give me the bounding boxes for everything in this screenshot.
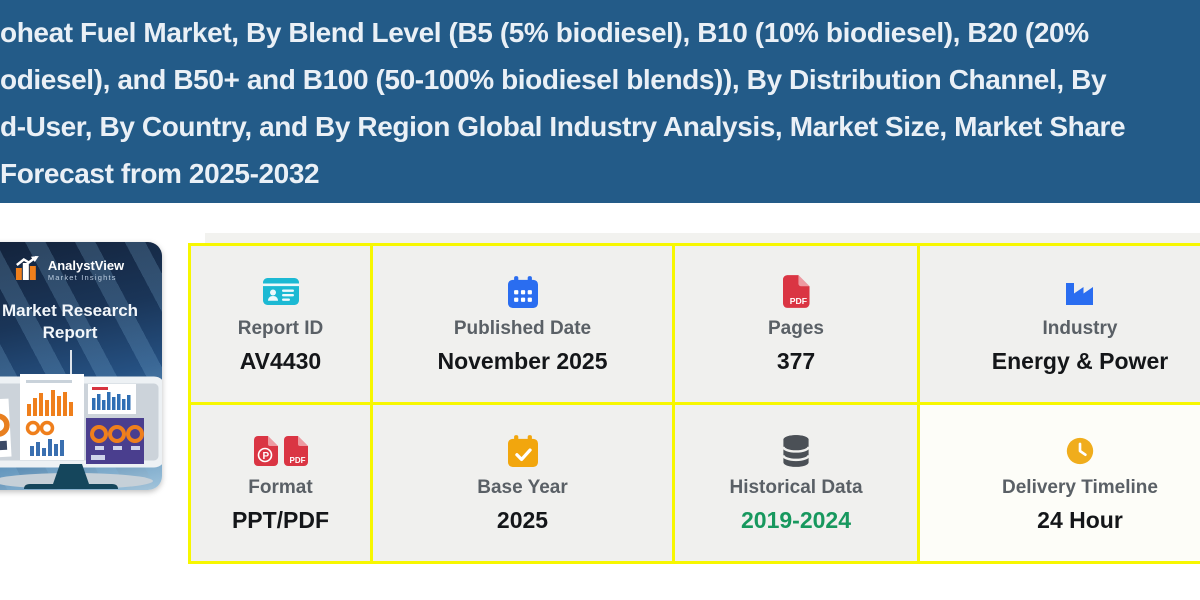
pdf-file-icon: PDF <box>782 274 810 310</box>
info-label: Delivery Timeline <box>1002 476 1158 498</box>
report-info-grid: Report ID AV4430 Published Date November… <box>188 243 1200 564</box>
info-cell-report-id: Report ID AV4430 <box>191 246 370 402</box>
cover-title: Market Research Report <box>1 301 139 343</box>
ppt-file-icon: P <box>253 435 278 466</box>
brand-name: AnalystView <box>47 258 125 273</box>
info-label: Published Date <box>453 317 592 339</box>
cover-pointer-line <box>70 350 72 392</box>
report-title-line-2: odiesel), and B50+ and B100 (50-100% bio… <box>0 64 1107 95</box>
brand-subtitle: Market Insights <box>47 273 117 282</box>
info-label: Pages <box>768 317 824 339</box>
info-cell-pages: PDF Pages 377 <box>675 246 917 402</box>
info-cell-industry: Industry Energy & Power <box>920 246 1200 402</box>
info-value: November 2025 <box>437 347 608 374</box>
svg-text:PDF: PDF <box>289 456 305 465</box>
svg-text:P: P <box>262 451 269 462</box>
info-label: Base Year <box>477 476 568 498</box>
report-title-line-1: oheat Fuel Market, By Blend Level (B5 (5… <box>0 17 1089 48</box>
ppt-pdf-files-icon: P PDF <box>253 433 308 469</box>
info-value: 24 Hour <box>1037 506 1123 533</box>
report-title-line-4: Forecast from 2025-2032 <box>0 158 320 189</box>
calendar-icon <box>507 274 538 310</box>
database-icon <box>782 433 810 469</box>
report-title: oheat Fuel Market, By Blend Level (B5 (5… <box>0 0 1200 197</box>
info-value: 2025 <box>496 506 549 533</box>
table-row-remnant <box>205 233 1200 243</box>
info-value: Energy & Power <box>991 347 1169 374</box>
page-header: oheat Fuel Market, By Blend Level (B5 (5… <box>0 0 1200 203</box>
monitor-with-charts-illustration <box>0 368 162 490</box>
pdf-file-icon: PDF <box>283 435 308 466</box>
info-label: Industry <box>1042 317 1118 339</box>
info-cell-format: P PDF Format PPT/PDF <box>191 405 370 561</box>
calendar-check-icon <box>507 433 538 469</box>
info-cell-base-year: Base Year 2025 <box>373 405 672 561</box>
info-cell-delivery-timeline: Delivery Timeline 24 Hour <box>920 405 1200 561</box>
report-title-line-3: d-User, By Country, and By Region Global… <box>0 111 1126 142</box>
factory-icon <box>1064 274 1096 310</box>
info-label: Report ID <box>237 317 324 339</box>
svg-text:PDF: PDF <box>789 296 806 306</box>
info-label: Historical Data <box>729 476 863 498</box>
info-value: AV4430 <box>239 347 322 374</box>
info-value: PPT/PDF <box>231 506 330 533</box>
report-cover-image: AnalystView Market Insights Market Resea… <box>0 242 162 490</box>
id-card-icon <box>262 274 299 310</box>
info-value: 2019-2024 <box>741 506 851 533</box>
clock-icon <box>1066 433 1094 469</box>
info-cell-published-date: Published Date November 2025 <box>373 246 672 402</box>
info-value: 377 <box>776 347 816 374</box>
info-label: Format <box>248 476 313 498</box>
brand-logo: AnalystView Market Insights <box>15 255 125 285</box>
bar-chart-growth-icon <box>15 255 42 285</box>
info-cell-historical-data: Historical Data 2019-2024 <box>675 405 917 561</box>
